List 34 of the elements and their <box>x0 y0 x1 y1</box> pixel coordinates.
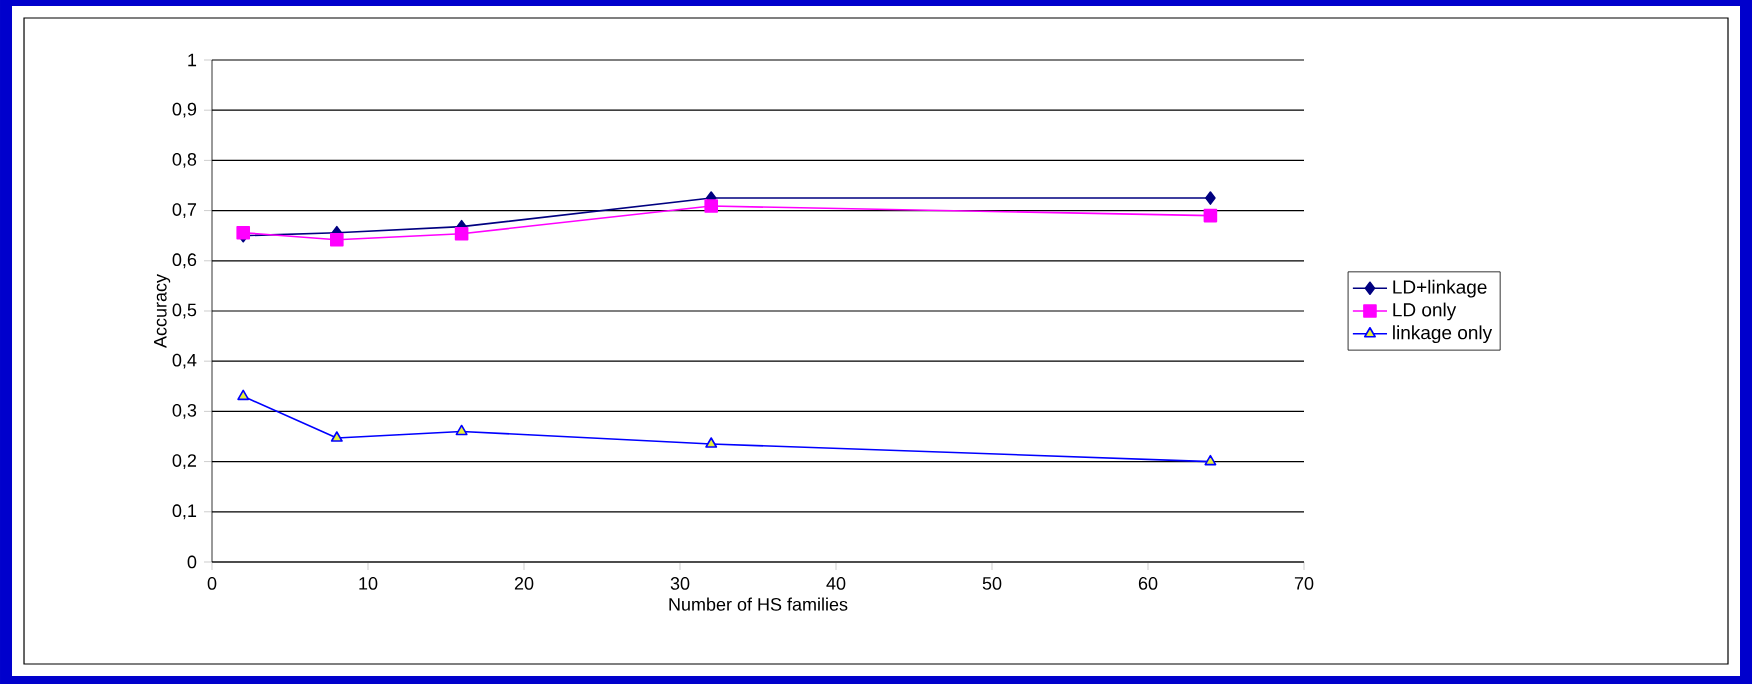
point <box>705 437 718 448</box>
point <box>454 226 469 241</box>
y-tick-label: 0,9 <box>172 102 197 118</box>
point <box>1204 454 1217 466</box>
legend-label: LD only <box>1393 302 1457 321</box>
y-tick-label: 0,8 <box>172 152 197 168</box>
y-tick-label: 0,2 <box>172 454 197 470</box>
point <box>330 431 343 442</box>
x-tick-label: 40 <box>826 577 846 590</box>
x-tick-label: 70 <box>1294 577 1314 590</box>
y-tick-label: 0,7 <box>172 203 197 219</box>
x-tick-label: 20 <box>514 577 534 590</box>
x-tick-label: 60 <box>1138 577 1158 590</box>
x-tick-label: 50 <box>982 577 1002 590</box>
x-tick-label: 30 <box>670 577 690 590</box>
y-tick-label: 0,6 <box>172 253 197 269</box>
y-tick-label: 0 <box>187 555 197 569</box>
x-axis-title: Number of HS families <box>669 597 848 611</box>
point <box>1205 191 1216 205</box>
point <box>704 199 719 213</box>
x-tick-label: 0 <box>207 577 217 590</box>
point <box>330 232 344 247</box>
legend-label: LD+linkage <box>1393 279 1487 298</box>
point <box>237 389 250 401</box>
legend-label: linkage only <box>1393 325 1493 344</box>
x-tick-label: 10 <box>359 577 378 590</box>
y-axis-title: Accuracy <box>154 274 171 348</box>
y-tick-label: 0,4 <box>172 353 197 369</box>
y-tick-label: 0,5 <box>172 303 197 319</box>
point <box>1203 208 1218 223</box>
y-tick-label: 0,3 <box>172 403 197 419</box>
point <box>455 424 468 436</box>
y-tick-label: 1 <box>188 53 197 67</box>
y-tick-label: 0,1 <box>172 504 197 520</box>
